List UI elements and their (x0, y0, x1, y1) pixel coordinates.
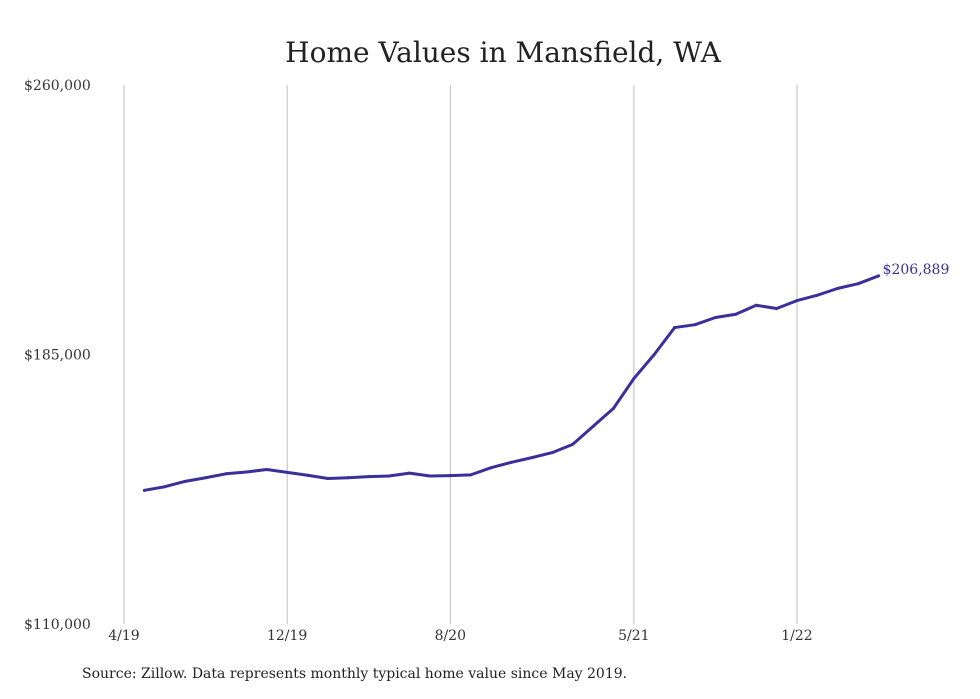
x-tick-label: 4/19 (108, 628, 139, 644)
x-tick-label: 5/21 (618, 628, 649, 644)
series-layer (142, 274, 881, 492)
data-point (244, 470, 248, 474)
data-point (428, 474, 432, 478)
grid-lines (123, 85, 798, 624)
data-point (448, 474, 452, 478)
data-point (530, 456, 534, 460)
last-value-label: $206,889 (883, 262, 950, 278)
data-point (856, 282, 860, 286)
data-point (346, 476, 350, 480)
data-point (591, 424, 595, 428)
data-point (224, 472, 228, 476)
data-point (469, 473, 473, 477)
data-point (611, 406, 615, 410)
data-point (836, 286, 840, 290)
data-point (815, 293, 819, 297)
x-tick-label: 12/19 (267, 628, 307, 644)
y-tick-label: $260,000 (24, 78, 91, 94)
data-point (183, 479, 187, 483)
data-point (142, 488, 146, 492)
data-point (408, 471, 412, 475)
source-note: Source: Zillow. Data represents monthly … (82, 666, 628, 682)
data-point (877, 274, 881, 278)
data-point (754, 303, 758, 307)
series-line-0 (142, 274, 881, 492)
data-point (713, 315, 717, 319)
y-tick-label: $110,000 (24, 617, 91, 633)
chart-title: Home Values in Mansfield, WA (285, 36, 721, 69)
data-point (734, 312, 738, 316)
data-point (285, 470, 289, 474)
x-axis-ticks: 4/19 12/19 8/20 5/21 1/22 (108, 628, 812, 644)
data-point (326, 476, 330, 480)
data-point (693, 323, 697, 327)
data-point (489, 466, 493, 470)
x-tick-label: 1/22 (781, 628, 812, 644)
data-point (163, 485, 167, 489)
data-point (795, 299, 799, 303)
data-point (632, 377, 636, 381)
y-axis-ticks: $260,000 $185,000 $110,000 (24, 78, 91, 633)
data-point (204, 476, 208, 480)
data-point (387, 474, 391, 478)
y-tick-label: $185,000 (24, 348, 91, 364)
annotation-layer: $206,889 (883, 262, 950, 278)
data-point (509, 460, 513, 464)
data-point (550, 451, 554, 455)
data-point (775, 307, 779, 311)
data-point (265, 467, 269, 471)
data-point (652, 353, 656, 356)
data-point (367, 475, 371, 479)
data-point (571, 442, 575, 446)
x-tick-label: 8/20 (435, 628, 466, 644)
data-point (673, 326, 677, 330)
data-point (306, 473, 310, 477)
